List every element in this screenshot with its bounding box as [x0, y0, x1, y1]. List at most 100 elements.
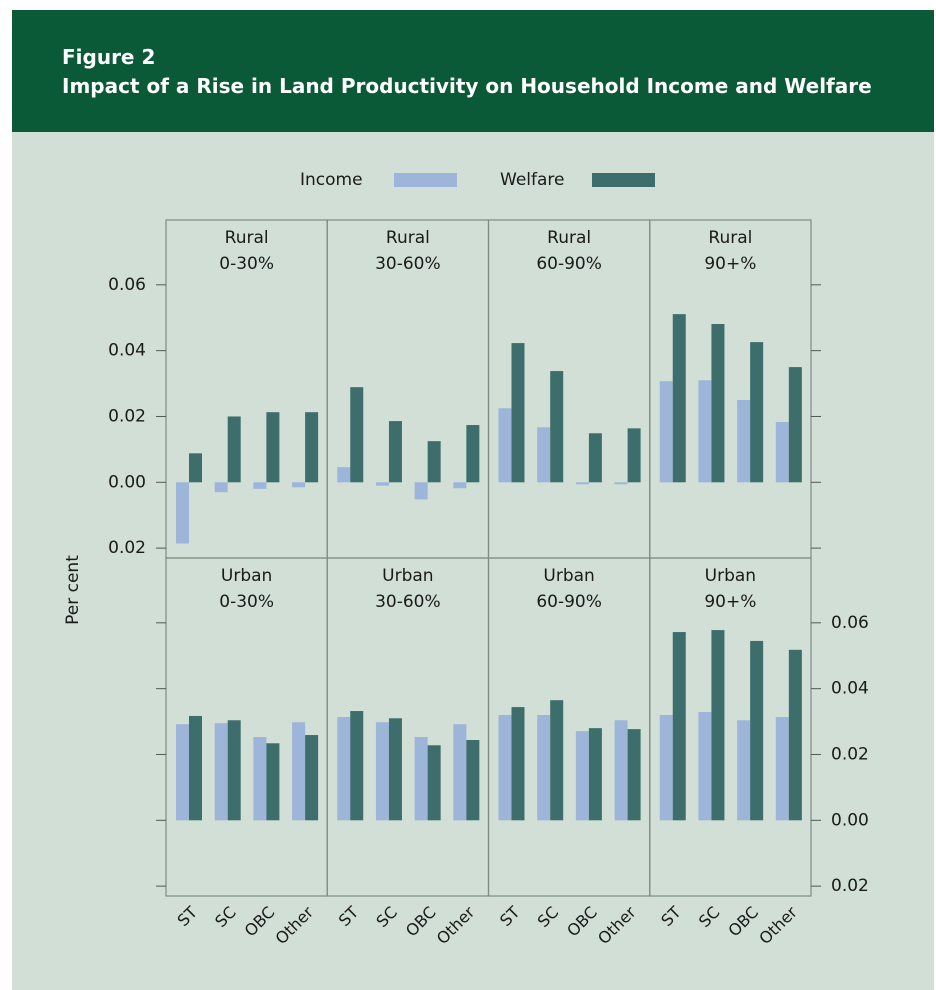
panel-title: Rural: [386, 228, 430, 248]
bar: [375, 482, 389, 486]
bar: [466, 740, 480, 821]
chart-background: [12, 132, 934, 990]
panel-title: Urban: [382, 566, 433, 586]
panel-frame: [649, 557, 812, 897]
bar: [537, 427, 551, 483]
bar: [388, 718, 402, 821]
bar: [375, 722, 389, 821]
panel-title: Rural: [547, 228, 591, 248]
bar: [788, 367, 802, 483]
figure-label: Figure 2: [62, 45, 155, 69]
bar: [672, 314, 686, 483]
bar: [698, 712, 712, 821]
y-tick-label: 0.04: [831, 679, 869, 699]
bar: [189, 715, 202, 821]
bar: [627, 729, 641, 821]
y-tick-label: 0.02: [108, 406, 146, 426]
bar: [750, 342, 764, 483]
bar: [511, 707, 525, 821]
bar: [292, 722, 306, 821]
bar: [550, 371, 564, 483]
bar: [614, 720, 628, 821]
bar: [711, 324, 725, 483]
bar: [711, 630, 725, 821]
bar: [253, 737, 267, 821]
bar: [453, 724, 467, 821]
panel-title: 90+%: [704, 254, 756, 274]
bar: [614, 482, 628, 485]
panel-title: 30-60%: [375, 592, 441, 612]
bar: [414, 482, 428, 500]
panel-title: Rural: [708, 228, 752, 248]
bar: [414, 737, 428, 821]
bar: [775, 716, 789, 821]
bar: [511, 343, 525, 483]
bar: [672, 632, 686, 821]
panel-title: Urban: [705, 566, 756, 586]
legend-label: Welfare: [500, 170, 564, 190]
y-tick-label: 0.02: [831, 744, 869, 764]
bar: [498, 714, 512, 821]
bar: [659, 714, 673, 821]
bar: [337, 467, 351, 483]
bar: [575, 731, 589, 821]
bar: [588, 728, 602, 821]
y-tick-label: 0.04: [108, 341, 146, 361]
bar: [537, 714, 551, 821]
panel-title: Rural: [225, 228, 269, 248]
bar: [775, 422, 789, 483]
panel-title: Urban: [543, 566, 594, 586]
bar: [176, 724, 189, 821]
panel-title: 60-90%: [536, 592, 602, 612]
bar: [575, 482, 589, 485]
y-tick-label: 0.02: [831, 876, 869, 896]
bar: [189, 453, 202, 483]
y-tick-label: 0.06: [831, 613, 869, 633]
bar: [176, 482, 189, 544]
bar: [737, 400, 751, 483]
panel-title: 0-30%: [219, 254, 274, 274]
panel-title: 0-30%: [219, 592, 274, 612]
panel-title: 90+%: [704, 592, 756, 612]
header-band: [12, 10, 934, 132]
legend-label: Income: [300, 170, 363, 190]
panel-title: 30-60%: [375, 254, 441, 274]
bar: [466, 425, 480, 483]
bar: [350, 711, 364, 821]
bar: [453, 482, 467, 489]
bar: [214, 723, 228, 821]
bar: [292, 482, 306, 488]
bar: [388, 421, 402, 483]
bar: [214, 482, 228, 493]
bar: [305, 735, 319, 821]
panel-title: Urban: [221, 566, 272, 586]
legend-swatch: [394, 173, 457, 187]
bar: [266, 412, 280, 483]
bar: [266, 743, 280, 821]
y-tick-label: 0.02: [108, 538, 146, 558]
bar: [698, 380, 712, 483]
bar: [550, 700, 564, 821]
bar: [227, 720, 241, 821]
bar: [498, 408, 512, 483]
bar: [350, 387, 364, 483]
bar: [588, 433, 602, 483]
bar: [788, 649, 802, 821]
bar: [337, 716, 351, 821]
bar: [659, 381, 673, 483]
bar: [750, 640, 764, 821]
bar: [627, 428, 641, 483]
bar: [305, 412, 319, 483]
y-tick-label: 0.00: [831, 810, 869, 830]
bar: [427, 745, 441, 821]
y-tick-label: 0.00: [108, 472, 146, 492]
bar: [737, 720, 751, 821]
panel-title: 60-90%: [536, 254, 602, 274]
bar: [253, 482, 267, 489]
legend-swatch: [592, 173, 655, 187]
figure-title: Impact of a Rise in Land Productivity on…: [62, 74, 872, 98]
y-axis-label: Per cent: [63, 555, 83, 625]
bar: [427, 441, 441, 483]
y-tick-label: 0.06: [108, 275, 146, 295]
